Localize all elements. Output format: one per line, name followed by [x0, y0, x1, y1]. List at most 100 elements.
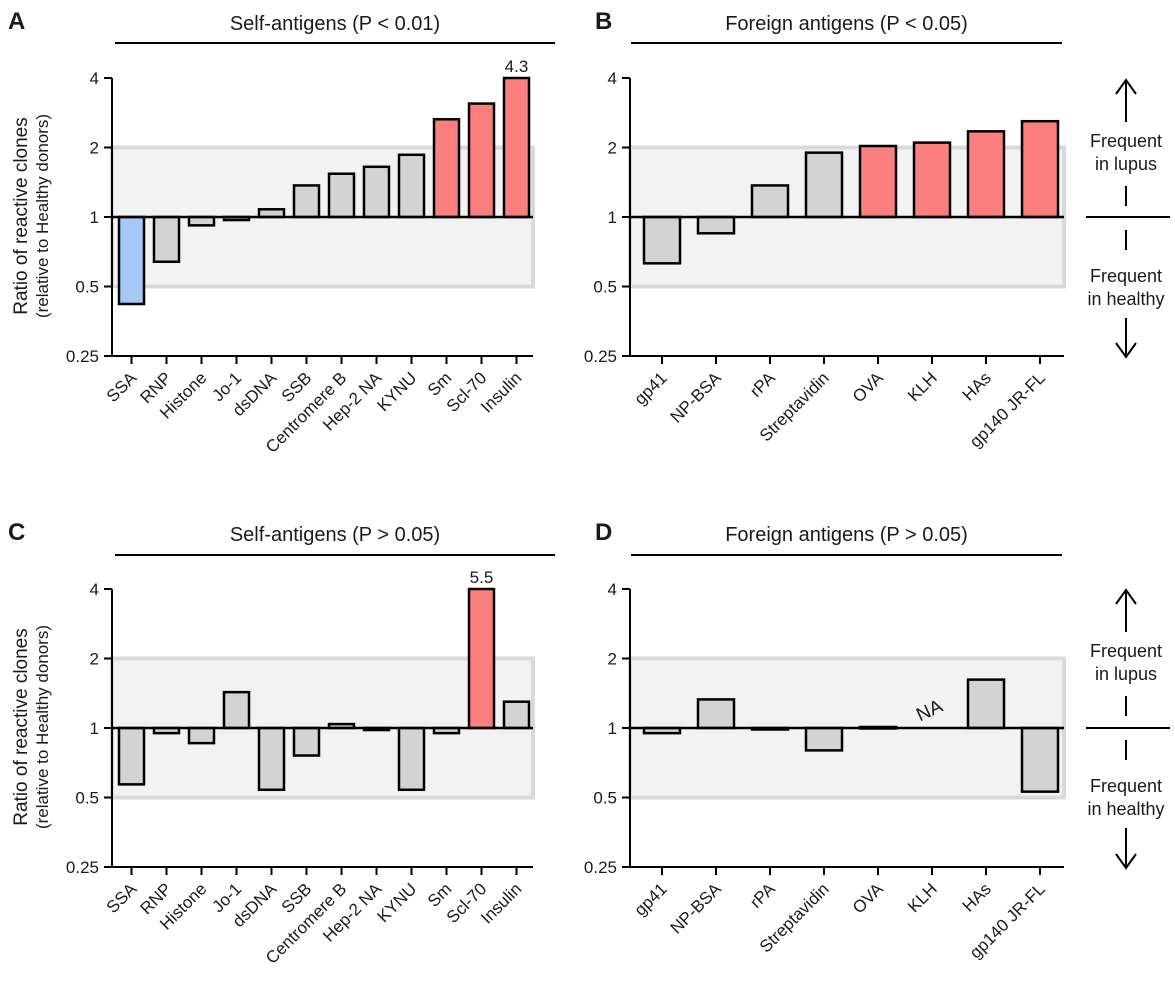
panel-b: B Foreign antigens (P < 0.05) 0.25 0.5 1 2 4 gp… — [584, 8, 1066, 451]
panel-title: Foreign antigens (P < 0.05) — [725, 13, 968, 35]
y-tick-label: 0.25 — [66, 347, 99, 366]
bar — [696, 698, 736, 730]
bar — [1020, 726, 1060, 793]
bar — [966, 130, 1006, 219]
side-top-healthy-line1: Frequent — [1090, 266, 1162, 286]
y-tick-label: 2 — [608, 650, 617, 669]
y-tick-label: 4 — [608, 580, 617, 599]
side-top-healthy-line2: in healthy — [1087, 289, 1164, 309]
side-bottom-lupus-line1: Frequent — [1090, 641, 1162, 661]
side-legend-top: Frequent in lupus Frequent in healthy — [1086, 78, 1170, 359]
x-tick-label: KYNU — [373, 368, 420, 415]
x-tick-label: rPA — [746, 368, 779, 401]
x-tick-label: NP-BSA — [667, 879, 726, 938]
y-tick-label: 4 — [90, 580, 99, 599]
x-tick-label: OVA — [849, 879, 887, 917]
side-bottom-lupus-line2: in lupus — [1095, 664, 1157, 684]
panel-a: A Self-antigens (P < 0.01)0.250.5124SSARN… — [8, 8, 555, 457]
x-tick-label: SSA — [103, 368, 141, 406]
side-top-lupus-line2: in lupus — [1095, 154, 1157, 174]
x-tick-label: OVA — [849, 368, 887, 406]
bar — [502, 76, 531, 219]
bar — [152, 215, 181, 263]
bar — [397, 726, 426, 792]
y-tick-label: 2 — [90, 139, 99, 158]
bar — [432, 118, 461, 219]
arrow-down-icon — [1115, 828, 1137, 870]
bar — [912, 141, 952, 219]
y-tick-label: 0.25 — [584, 347, 617, 366]
y-tick-label: 1 — [90, 208, 99, 227]
bar — [292, 726, 321, 757]
bar — [642, 215, 682, 265]
panel-c: C Self-antigens (P > 0.05)0.250.5124SSARN… — [8, 519, 555, 968]
y-tick-label: 2 — [608, 139, 617, 158]
bar — [257, 726, 286, 792]
panel-letter: C — [8, 519, 25, 546]
side-legend-bottom: Frequent in lupus Frequent in healthy — [1086, 588, 1170, 870]
bar — [222, 690, 251, 730]
bar — [750, 184, 790, 219]
bar — [966, 678, 1006, 730]
value-label: 5.5 — [470, 568, 494, 587]
bar — [292, 184, 321, 219]
x-tick-label: KLH — [904, 368, 941, 405]
y-tick-label: 1 — [90, 719, 99, 738]
bar — [117, 215, 146, 306]
bar — [327, 172, 356, 219]
x-tick-label: gp41 — [631, 368, 671, 408]
value-label: 4.3 — [505, 57, 529, 76]
panel-letter: B — [595, 8, 612, 35]
bar — [362, 165, 391, 219]
y-tick-label: 4 — [90, 69, 99, 88]
bar — [187, 215, 216, 227]
y-axis-sublabel-top: (relative to Healthy donors) — [33, 114, 52, 318]
arrow-up-icon — [1115, 78, 1137, 122]
y-tick-label: 1 — [608, 208, 617, 227]
bar — [858, 144, 898, 219]
side-bottom-healthy-line2: in healthy — [1087, 799, 1164, 819]
x-tick-label: HAs — [959, 879, 995, 915]
bar — [467, 102, 496, 219]
panel-title: Self-antigens (P < 0.01) — [230, 13, 440, 35]
y-tick-label: 0.5 — [75, 278, 99, 297]
panel-title: Self-antigens (P > 0.05) — [230, 524, 440, 546]
side-top-lupus-line1: Frequent — [1090, 131, 1162, 151]
bar — [117, 726, 146, 786]
x-tick-label: Insulin — [477, 368, 525, 416]
bar — [696, 215, 736, 235]
bar — [804, 726, 844, 752]
y-tick-label: 1 — [608, 719, 617, 738]
x-tick-label: KYNU — [373, 879, 420, 926]
bar — [1020, 119, 1060, 219]
bar — [467, 587, 496, 730]
panel-title: Foreign antigens (P > 0.05) — [725, 524, 968, 546]
bar — [502, 700, 531, 730]
bar — [397, 153, 426, 219]
bar — [187, 726, 216, 745]
arrow-up-icon — [1115, 588, 1137, 632]
panel-letter: A — [8, 8, 25, 35]
y-tick-label: 0.25 — [584, 858, 617, 877]
y-axis-sublabel-bottom: (relative to Healthy donors) — [33, 625, 52, 829]
y-tick-label: 4 — [608, 69, 617, 88]
y-tick-label: 0.5 — [593, 789, 617, 808]
y-axis-label-bottom: Ratio of reactive clones — [11, 628, 32, 826]
panel-d: D Foreign antigens (P > 0.05) 0.25 0.5 1 2 4 gp… — [584, 519, 1066, 962]
y-tick-label: 0.5 — [593, 278, 617, 297]
bar — [804, 151, 844, 219]
y-tick-label: 0.5 — [75, 789, 99, 808]
arrow-down-icon — [1115, 318, 1137, 359]
side-bottom-healthy-line1: Frequent — [1090, 776, 1162, 796]
panel-letter: D — [595, 519, 612, 546]
x-tick-label: Insulin — [477, 879, 525, 927]
x-tick-label: HAs — [959, 368, 995, 404]
x-tick-label: rPA — [746, 879, 779, 912]
x-tick-label: KLH — [904, 879, 941, 916]
x-tick-label: gp41 — [631, 879, 671, 919]
y-tick-label: 2 — [90, 650, 99, 669]
y-axis-label-top: Ratio of reactive clones — [11, 117, 32, 315]
x-tick-label: SSA — [103, 879, 141, 917]
y-tick-label: 0.25 — [66, 858, 99, 877]
